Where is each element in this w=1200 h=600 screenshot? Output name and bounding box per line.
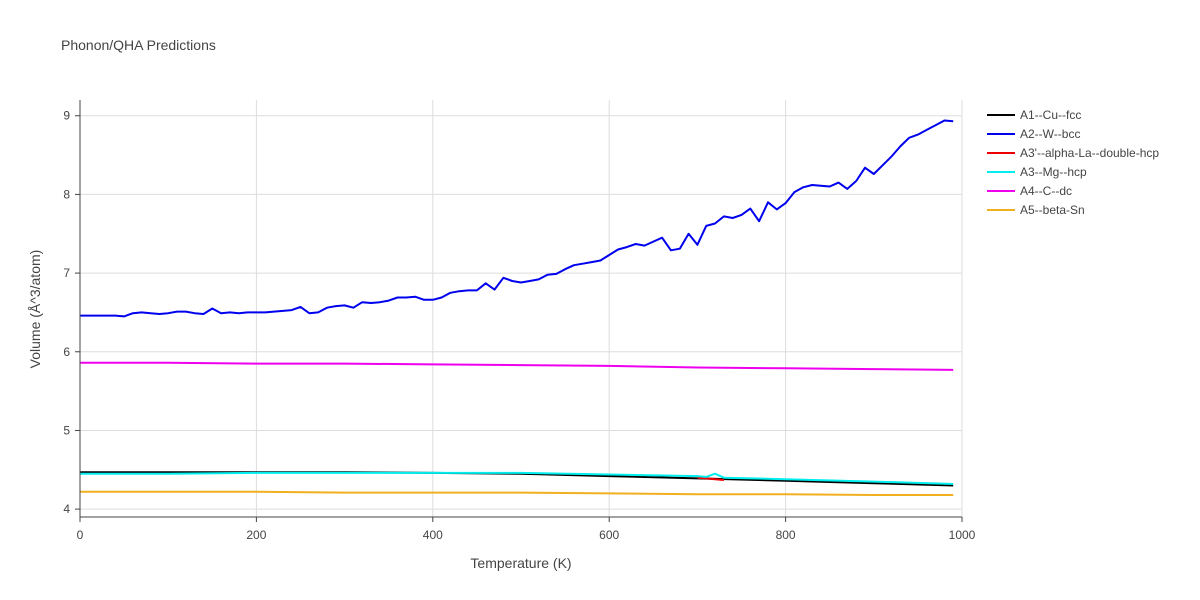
y-tick-label: 4 — [63, 502, 70, 516]
y-tick-label: 5 — [63, 423, 70, 437]
series-line — [80, 361, 954, 371]
series-line — [80, 490, 954, 496]
x-axis-title: Temperature (K) — [470, 555, 571, 571]
grid — [80, 100, 963, 517]
x-tick-label: 600 — [599, 528, 619, 542]
x-tick-label: 400 — [423, 528, 443, 542]
legend-label[interactable]: A2--W--bcc — [1020, 127, 1080, 141]
x-tick-label: 1000 — [949, 528, 976, 542]
x-tick-label: 0 — [77, 528, 84, 542]
y-tick-label: 8 — [63, 187, 70, 201]
chart-title: Phonon/QHA Predictions — [61, 37, 216, 53]
y-tick-label: 7 — [63, 266, 70, 280]
series-line — [697, 476, 724, 481]
y-tick-label: 9 — [63, 109, 70, 123]
x-tick-label: 200 — [246, 528, 266, 542]
x-tick-label: 800 — [776, 528, 796, 542]
legend-label[interactable]: A5--beta-Sn — [1020, 203, 1085, 217]
y-axis-title: Volume (Å^3/atom) — [27, 250, 43, 369]
y-tick-label: 6 — [63, 345, 70, 359]
plot-area — [80, 119, 954, 496]
legend-label[interactable]: A4--C--dc — [1020, 184, 1072, 198]
legend: A1--Cu--fcc A2--W--bcc A3'--alpha-La--doub… — [987, 108, 1159, 217]
axes: 0 200 400 600 800 1000 4 5 6 7 8 9 — [63, 100, 976, 542]
series-line — [80, 119, 954, 318]
legend-label[interactable]: A3--Mg--hcp — [1020, 165, 1087, 179]
legend-label[interactable]: A1--Cu--fcc — [1020, 108, 1081, 122]
legend-label[interactable]: A3'--alpha-La--double-hcp — [1020, 146, 1159, 160]
series-line — [80, 471, 954, 485]
